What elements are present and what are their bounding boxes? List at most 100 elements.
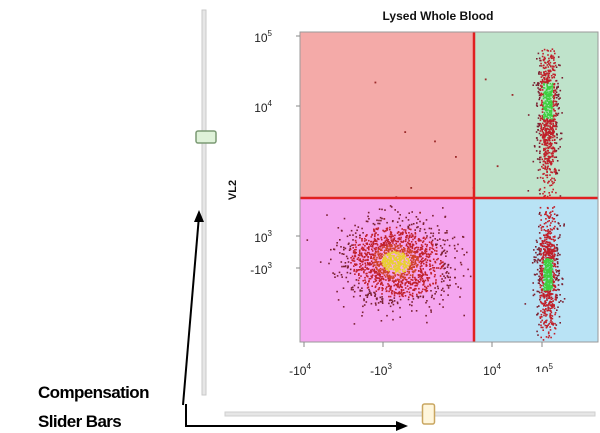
event-dot [402,270,404,272]
event-dot [542,80,544,83]
event-dot [541,81,543,83]
event-dot [406,250,409,252]
event-dot [371,262,374,264]
event-dot [364,259,366,262]
event-dot [371,268,374,271]
event-dot [388,263,391,265]
event-dot [544,165,547,168]
event-dot [551,220,554,223]
event-dot [555,170,557,172]
event-dot [551,67,554,69]
event-dot [548,264,551,266]
event-dot [541,75,544,77]
event-dot [542,295,545,297]
event-dot [551,257,554,259]
event-dot [548,151,551,154]
event-dot [535,150,538,152]
event-dot [431,247,433,249]
event-dot [545,254,547,256]
event-dot [545,277,548,279]
event-dot [546,313,548,316]
event-dot [545,304,548,306]
event-dot [559,234,561,236]
event-dot [420,292,422,294]
event-dot [562,278,564,280]
event-dot [425,265,428,267]
event-dot [548,158,550,160]
event-dot [547,331,550,333]
event-dot [347,266,349,268]
event-dot [547,271,550,274]
event-dot [444,239,446,242]
event-dot [547,117,549,119]
event-dot [469,275,472,278]
event-dot [539,123,542,125]
event-dot [393,265,395,268]
event-dot [418,261,421,264]
vertical-slider[interactable] [195,9,217,396]
event-dot [396,259,398,261]
event-dot [374,81,377,84]
event-dot [546,176,549,179]
event-dot [540,321,542,323]
event-dot [393,257,395,260]
event-dot [543,172,545,175]
event-dot [559,322,561,324]
event-dot [547,69,550,72]
event-dot [550,311,553,314]
event-dot [554,259,556,262]
event-dot [546,125,548,127]
event-dot [552,128,554,131]
event-dot [437,257,439,260]
event-dot [435,243,437,246]
event-dot [396,268,399,271]
event-dot [551,287,554,289]
event-dot [551,158,554,161]
event-dot [368,280,370,283]
event-dot [370,236,373,238]
event-dot [384,240,387,242]
event-dot [368,248,370,251]
event-dot [391,262,393,265]
event-dot [540,86,543,89]
vertical-slider-thumb[interactable] [195,130,217,144]
x-axis: -104 -103 104 105 [289,342,568,384]
event-dot [376,273,379,276]
event-dot [414,269,417,271]
event-dot [365,220,368,223]
event-dot [359,268,362,271]
event-dot [420,244,423,246]
event-dot [547,288,549,290]
event-dot [545,94,548,97]
event-dot [355,248,357,251]
event-dot [555,125,557,128]
event-dot [386,290,388,292]
event-dot [547,332,550,335]
event-dot [552,248,555,250]
event-dot [553,59,555,61]
event-dot [355,236,358,238]
event-dot [399,265,401,267]
event-dot [384,244,387,246]
event-dot [421,265,423,267]
event-dot [543,274,545,277]
horizontal-slider-thumb[interactable] [421,403,436,425]
event-dot [544,167,546,170]
event-dot [407,241,409,244]
event-dot [556,294,558,297]
event-dot [534,274,537,276]
event-dot [341,265,343,268]
event-dot [543,312,546,314]
horizontal-slider[interactable] [224,403,596,425]
event-dot [370,243,373,245]
event-dot [394,257,396,259]
event-dot [411,294,414,297]
event-dot [397,263,400,265]
event-dot [541,55,544,58]
event-dot [551,268,553,270]
event-dot [545,286,548,288]
event-dot [404,271,406,274]
event-dot [543,102,545,105]
event-dot [359,260,362,262]
event-dot [362,258,365,261]
